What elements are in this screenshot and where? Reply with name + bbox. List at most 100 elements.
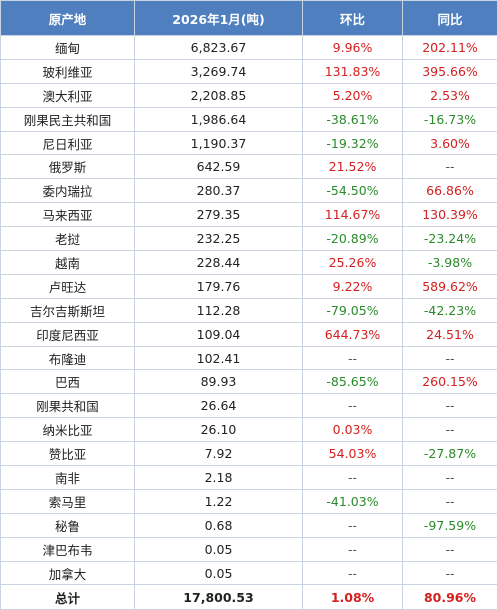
- mom-cell: --: [302, 345, 403, 371]
- table-row: 老挝 232.25 -20.89% -23.24%: [0, 226, 497, 252]
- mom-cell: 0.03%: [302, 417, 403, 443]
- tons-cell: 102.41: [134, 345, 303, 371]
- mom-cell: -85.65%: [302, 369, 403, 395]
- table-row: 巴西 89.93 -85.65% 260.15%: [0, 369, 497, 395]
- tons-cell: 17,800.53: [134, 584, 303, 610]
- tons-cell: 26.10: [134, 417, 303, 443]
- origin-cell: 纳米比亚: [0, 417, 135, 443]
- table-row: 津巴布韦 0.05 -- --: [0, 536, 497, 562]
- table-row: 吉尔吉斯斯坦 112.28 -79.05% -42.23%: [0, 297, 497, 323]
- yoy-cell: --: [402, 560, 497, 586]
- yoy-cell: --: [402, 536, 497, 562]
- mom-cell: --: [302, 393, 403, 419]
- header-yoy: 同比: [402, 0, 497, 36]
- table-row: 俄罗斯 642.59 21.52% --: [0, 154, 497, 180]
- table-row: 印度尼西亚 109.04 644.73% 24.51%: [0, 321, 497, 347]
- tons-cell: 228.44: [134, 250, 303, 275]
- tons-cell: 280.37: [134, 178, 303, 204]
- yoy-cell: --: [402, 393, 497, 419]
- origin-cell: 俄罗斯: [0, 154, 135, 180]
- table-row: 卢旺达 179.76 9.22% 589.62%: [0, 273, 497, 299]
- mom-cell: 54.03%: [302, 441, 403, 467]
- tons-cell: 642.59: [134, 154, 303, 180]
- origin-cell: 南非: [0, 465, 135, 490]
- origin-cell: 澳大利亚: [0, 82, 135, 108]
- mom-cell: --: [302, 560, 403, 586]
- origin-cell: 缅甸: [0, 35, 135, 60]
- mom-cell: 131.83%: [302, 58, 403, 84]
- tons-cell: 179.76: [134, 273, 303, 299]
- mom-cell: -20.89%: [302, 226, 403, 252]
- yoy-cell: --: [402, 465, 497, 490]
- table-row: 越南 228.44 25.26% -3.98%: [0, 250, 497, 275]
- header-row: 原产地 2026年1月(吨) 环比 同比: [0, 0, 497, 36]
- yoy-cell: 130.39%: [402, 202, 497, 228]
- origin-cell: 玻利维亚: [0, 58, 135, 84]
- origin-cell: 越南: [0, 250, 135, 275]
- origin-cell: 布隆迪: [0, 345, 135, 371]
- origin-cell: 刚果民主共和国: [0, 106, 135, 132]
- mom-cell: 25.26%: [302, 250, 403, 275]
- table-row: 刚果共和国 26.64 -- --: [0, 393, 497, 419]
- table-row: 赞比亚 7.92 54.03% -27.87%: [0, 441, 497, 467]
- yoy-cell: 395.66%: [402, 58, 497, 84]
- origin-cell: 印度尼西亚: [0, 321, 135, 347]
- origin-cell: 马来西亚: [0, 202, 135, 228]
- header-tons: 2026年1月(吨): [134, 0, 303, 36]
- tons-cell: 89.93: [134, 369, 303, 395]
- origin-cell: 卢旺达: [0, 273, 135, 299]
- mom-cell: --: [302, 465, 403, 490]
- table-row: 纳米比亚 26.10 0.03% --: [0, 417, 497, 443]
- mom-cell: 114.67%: [302, 202, 403, 228]
- yoy-cell: 260.15%: [402, 369, 497, 395]
- yoy-cell: --: [402, 154, 497, 180]
- yoy-cell: --: [402, 488, 497, 514]
- yoy-cell: 66.86%: [402, 178, 497, 204]
- origin-cell: 赞比亚: [0, 441, 135, 467]
- tons-cell: 1,986.64: [134, 106, 303, 132]
- tons-cell: 2,208.85: [134, 82, 303, 108]
- yoy-cell: 3.60%: [402, 130, 497, 156]
- tons-cell: 6,823.67: [134, 35, 303, 60]
- mom-cell: 644.73%: [302, 321, 403, 347]
- origin-cell: 总计: [0, 584, 135, 610]
- tons-cell: 232.25: [134, 226, 303, 252]
- yoy-cell: -42.23%: [402, 297, 497, 323]
- origin-cell: 委内瑞拉: [0, 178, 135, 204]
- table-row: 玻利维亚 3,269.74 131.83% 395.66%: [0, 58, 497, 84]
- origin-cell: 索马里: [0, 488, 135, 514]
- mom-cell: 5.20%: [302, 82, 403, 108]
- table-row: 委内瑞拉 280.37 -54.50% 66.86%: [0, 178, 497, 204]
- tons-cell: 1.22: [134, 488, 303, 514]
- mom-cell: -19.32%: [302, 130, 403, 156]
- mom-cell: -38.61%: [302, 106, 403, 132]
- origin-cell: 巴西: [0, 369, 135, 395]
- yoy-cell: 24.51%: [402, 321, 497, 347]
- table-row: 秘鲁 0.68 -- -97.59%: [0, 512, 497, 538]
- mom-cell: -41.03%: [302, 488, 403, 514]
- yoy-cell: -27.87%: [402, 441, 497, 467]
- yoy-cell: 202.11%: [402, 35, 497, 60]
- tons-cell: 0.05: [134, 536, 303, 562]
- origin-cell: 尼日利亚: [0, 130, 135, 156]
- origin-cell: 吉尔吉斯斯坦: [0, 297, 135, 323]
- table-row: 尼日利亚 1,190.37 -19.32% 3.60%: [0, 130, 497, 156]
- mom-cell: -54.50%: [302, 178, 403, 204]
- yoy-cell: -3.98%: [402, 250, 497, 275]
- mom-cell: 1.08%: [302, 584, 403, 610]
- table-row: 澳大利亚 2,208.85 5.20% 2.53%: [0, 82, 497, 108]
- origin-cell: 津巴布韦: [0, 536, 135, 562]
- table-row: 刚果民主共和国 1,986.64 -38.61% -16.73%: [0, 106, 497, 132]
- yoy-cell: --: [402, 345, 497, 371]
- yoy-cell: 2.53%: [402, 82, 497, 108]
- table-row: 布隆迪 102.41 -- --: [0, 345, 497, 371]
- origin-cell: 加拿大: [0, 560, 135, 586]
- origin-cell: 老挝: [0, 226, 135, 252]
- tons-cell: 7.92: [134, 441, 303, 467]
- table-row: 索马里 1.22 -41.03% --: [0, 488, 497, 514]
- tons-cell: 0.05: [134, 560, 303, 586]
- yoy-cell: -97.59%: [402, 512, 497, 538]
- tons-cell: 2.18: [134, 465, 303, 490]
- tons-cell: 26.64: [134, 393, 303, 419]
